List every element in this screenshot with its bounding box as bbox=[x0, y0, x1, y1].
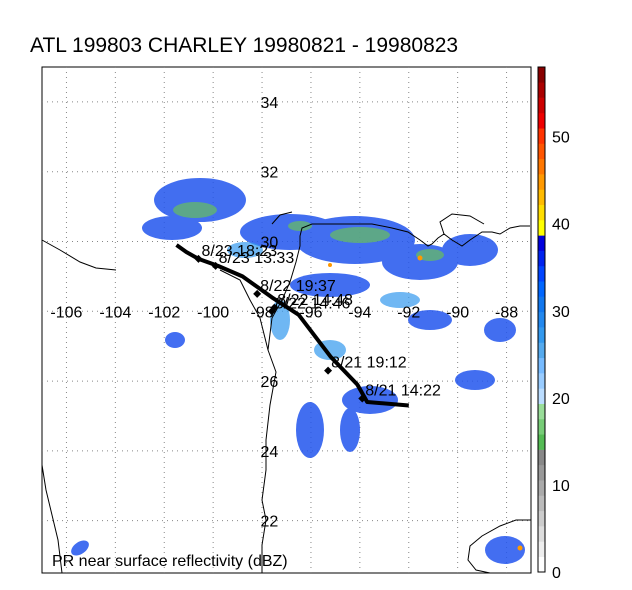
colorbar-tick-label: 0 bbox=[552, 565, 561, 582]
latitude-tick-labels: 34 32 30 26 24 22 bbox=[260, 95, 278, 531]
colorbar-swatch bbox=[538, 174, 545, 190]
lon-tick-label: -88 bbox=[495, 304, 518, 321]
track-marker-label: 8/23 18:23 bbox=[201, 243, 277, 260]
lat-tick-label: 24 bbox=[260, 444, 278, 461]
lon-tick-label: -102 bbox=[148, 304, 180, 321]
colorbar-swatch bbox=[538, 311, 545, 328]
colorbar-swatch bbox=[538, 158, 545, 175]
colorbar-swatch bbox=[538, 189, 545, 206]
track-marker-label: 8/22 14:48 bbox=[277, 292, 353, 309]
colorbar-swatch bbox=[538, 403, 545, 420]
colorbar bbox=[537, 66, 546, 573]
lon-tick-label: -94 bbox=[348, 304, 371, 321]
longitude-tick-labels: -106 -104 -102 -100 -98 -96 -94 -92 -90 -88 bbox=[50, 304, 518, 321]
track-marker bbox=[194, 254, 203, 263]
lon-tick-label: -98 bbox=[250, 304, 273, 321]
colorbar-swatch bbox=[538, 434, 545, 450]
lon-tick-label: -106 bbox=[50, 304, 82, 321]
colorbar-swatch bbox=[538, 327, 545, 343]
colorbar-tick-label: 30 bbox=[552, 304, 570, 321]
colorbar-swatch bbox=[538, 541, 545, 557]
colorbar-swatch bbox=[538, 495, 545, 512]
track-marker bbox=[270, 303, 279, 312]
colorbar-swatch bbox=[538, 250, 545, 267]
colorbar-swatch bbox=[538, 449, 545, 466]
track-marker-label: 8/23 13:33 bbox=[219, 250, 295, 267]
colorbar-swatch bbox=[538, 418, 545, 435]
track-marker-label: 8/22 14:46 bbox=[275, 295, 351, 312]
colorbar-swatch bbox=[538, 143, 545, 160]
lat-tick-label: 30 bbox=[260, 234, 278, 251]
colorbar-swatch bbox=[538, 67, 545, 83]
track-line bbox=[175, 243, 409, 408]
colorbar-swatch bbox=[538, 235, 545, 251]
colorbar-swatch bbox=[538, 342, 545, 359]
colorbar-swatch bbox=[538, 97, 545, 114]
lon-tick-label: -90 bbox=[446, 304, 469, 321]
colorbar-swatch bbox=[538, 373, 545, 389]
colorbar-swatch bbox=[538, 480, 545, 496]
lat-tick-label: 32 bbox=[260, 165, 278, 182]
colorbar-swatch bbox=[538, 464, 545, 481]
track-marker bbox=[211, 261, 220, 270]
track-markers: 8/21 14:22 8/21 19:12 8/22 14:468/22 14:48… bbox=[194, 243, 441, 403]
track-marker bbox=[358, 394, 367, 403]
map-caption: PR near surface reflectivity (dBZ) bbox=[52, 553, 288, 570]
lon-tick-label: -100 bbox=[197, 304, 229, 321]
coastline bbox=[41, 211, 531, 574]
track-marker-label: 8/21 14:22 bbox=[365, 383, 441, 400]
lon-tick-label: -104 bbox=[99, 304, 131, 321]
colorbar-tick-label: 20 bbox=[552, 391, 570, 408]
colorbar-tick-labels: 0 10 20 30 40 50 bbox=[552, 130, 570, 582]
colorbar-tick-label: 50 bbox=[552, 130, 570, 147]
colorbar-tick-label: 10 bbox=[552, 478, 570, 495]
lat-tick-label: 22 bbox=[260, 514, 278, 531]
colorbar-swatch bbox=[538, 82, 545, 98]
colorbar-swatch bbox=[538, 204, 545, 221]
colorbar-tick-label: 40 bbox=[552, 217, 570, 234]
colorbar-swatch bbox=[538, 510, 545, 527]
track-marker bbox=[253, 289, 262, 298]
colorbar-swatch bbox=[538, 357, 545, 374]
lon-tick-label: -96 bbox=[299, 304, 322, 321]
colorbar-swatch bbox=[538, 296, 545, 313]
track-marker-label: 8/21 19:12 bbox=[331, 355, 407, 372]
colorbar-swatch bbox=[538, 388, 545, 404]
lon-tick-label: -92 bbox=[397, 304, 420, 321]
colorbar-swatch bbox=[538, 220, 545, 236]
track-marker-label: 8/22 19:37 bbox=[260, 278, 336, 295]
colorbar-swatch bbox=[538, 281, 545, 297]
colorbar-swatch bbox=[538, 265, 545, 282]
colorbar-swatch bbox=[538, 112, 545, 129]
colorbar-frame bbox=[537, 66, 546, 573]
radar-echo-field bbox=[71, 178, 525, 564]
colorbar-swatch bbox=[538, 128, 545, 144]
colorbar-swatch bbox=[538, 526, 545, 542]
storm-track bbox=[175, 243, 409, 408]
map-title: ATL 199803 CHARLEY 19980821 - 19980823 bbox=[30, 34, 459, 57]
lat-tick-label: 26 bbox=[260, 374, 278, 391]
track-marker bbox=[324, 366, 333, 375]
colorbar-swatch bbox=[538, 556, 545, 573]
lat-tick-label: 34 bbox=[260, 95, 278, 112]
